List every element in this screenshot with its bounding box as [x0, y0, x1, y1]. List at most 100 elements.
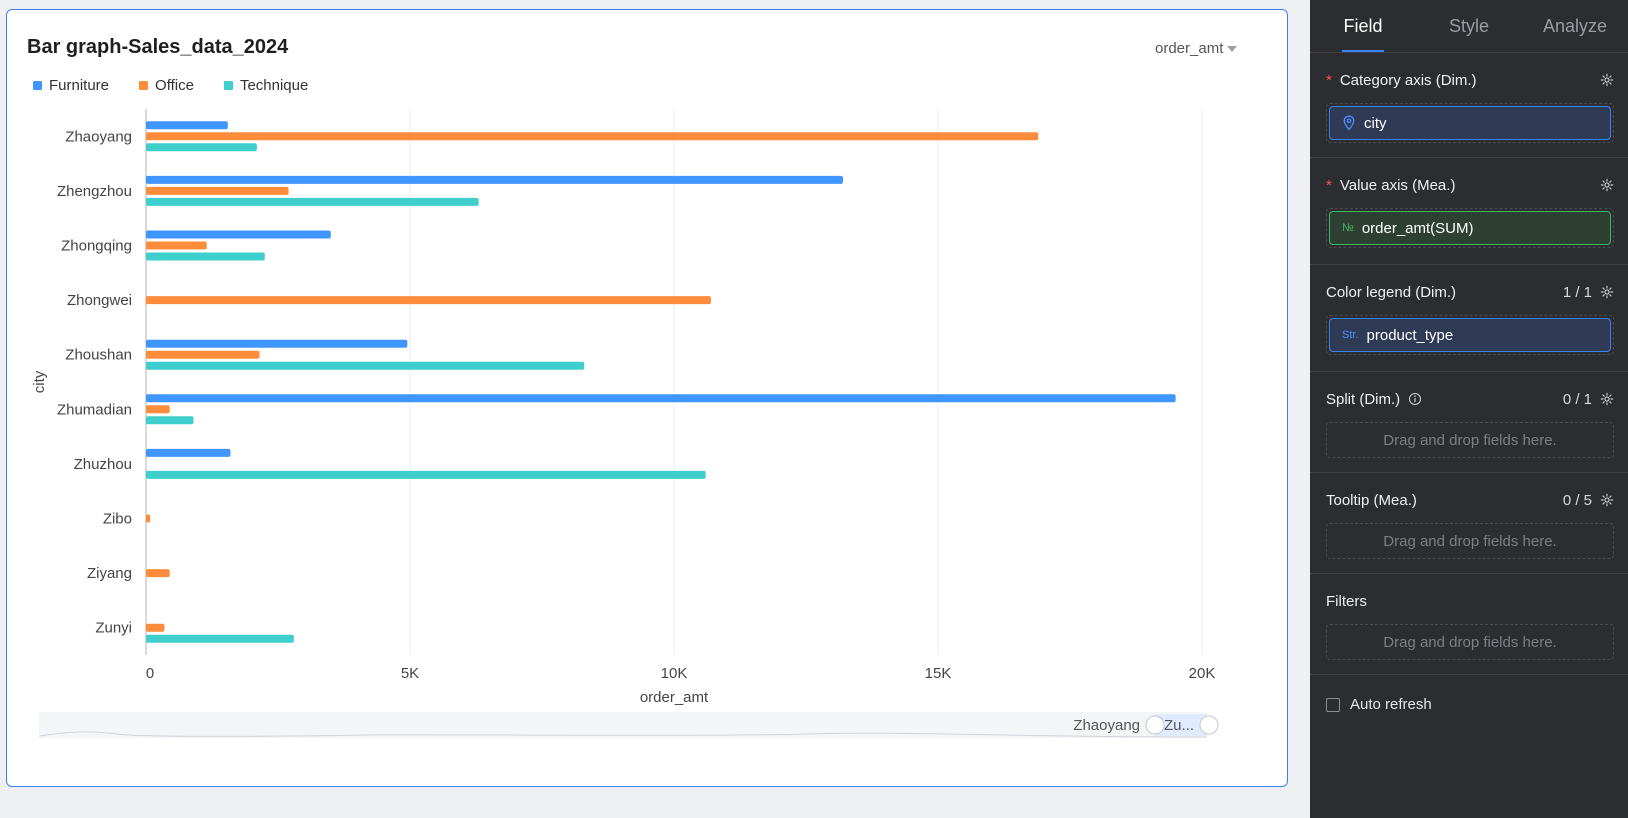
gear-icon[interactable]	[1600, 493, 1614, 507]
zoom-slider-selection[interactable]	[1155, 714, 1207, 736]
legend-item-technique[interactable]: Technique	[223, 77, 309, 94]
bar-furniture-zhaoyang[interactable]	[146, 121, 228, 130]
bar-furniture-zhengzhou[interactable]	[146, 175, 843, 184]
y-tick-label: Zhaoyang	[65, 128, 132, 145]
zoom-handle-left[interactable]	[1145, 715, 1165, 735]
x-tick-label: 0	[146, 665, 154, 682]
x-tick-label: 15K	[925, 665, 952, 682]
legend-label: Furniture	[49, 77, 110, 94]
gear-icon[interactable]	[1600, 285, 1614, 299]
bar-furniture-zhoushan[interactable]	[146, 339, 408, 348]
color-legend-title: Color legend (Dim.)	[1326, 283, 1457, 301]
filters-dropzone[interactable]: Drag and drop fields here.	[1326, 624, 1614, 660]
y-tick-label: Zibo	[103, 511, 132, 528]
field-pill-city[interactable]: city	[1329, 106, 1611, 140]
y-tick-label: Zunyi	[95, 620, 132, 637]
zoom-handle-right[interactable]	[1199, 715, 1219, 735]
string-type-icon: Str.	[1342, 329, 1359, 341]
split-section: Split (Dim.) 0 / 1 Drag and drop fields …	[1310, 372, 1628, 473]
chart-title: Bar graph-Sales_data_2024	[27, 36, 289, 58]
split-title: Split (Dim.)	[1326, 390, 1401, 408]
split-dropzone[interactable]: Drag and drop fields here.	[1326, 422, 1614, 458]
tooltip-section: Tooltip (Mea.) 0 / 5 Drag and drop field…	[1310, 473, 1628, 574]
y-tick-label: Zhoushan	[65, 347, 132, 364]
field-pill-label: order_amt(SUM)	[1361, 219, 1474, 237]
y-tick-label: Zhongqing	[61, 238, 132, 255]
legend-swatch	[223, 81, 233, 90]
auto-refresh-checkbox[interactable]	[1326, 697, 1340, 712]
auto-refresh-label: Auto refresh	[1350, 696, 1432, 713]
chart-card: Bar graph-Sales_data_2024 order_amt Furn…	[6, 9, 1288, 787]
measure-selector[interactable]: order_amt	[1155, 40, 1238, 57]
auto-refresh-toggle[interactable]: Auto refresh	[1326, 696, 1432, 713]
bar-office-zhaoyang[interactable]	[146, 132, 1039, 141]
bar-office-zhongwei[interactable]	[146, 296, 711, 305]
field-pill-label: city	[1364, 114, 1387, 132]
bar-office-zhoushan[interactable]	[146, 350, 260, 359]
category-axis-title: Category axis (Dim.)	[1339, 71, 1477, 89]
legend-label: Technique	[239, 77, 309, 94]
tooltip-count: 0 / 5	[1562, 491, 1592, 509]
tab-style[interactable]: Style	[1448, 16, 1490, 36]
required-mark: *	[1326, 176, 1332, 194]
field-pill-order-amt[interactable]: № order_amt(SUM)	[1329, 211, 1611, 245]
bar-office-zhumadian[interactable]	[146, 405, 170, 414]
bar-technique-zhengzhou[interactable]	[146, 197, 479, 206]
legend-item-furniture[interactable]: Furniture	[33, 77, 109, 94]
field-pill-product-type[interactable]: Str. product_type	[1329, 318, 1611, 352]
x-tick-label: 20K	[1189, 665, 1216, 682]
bar-technique-zhoushan[interactable]	[146, 361, 585, 370]
x-axis-title: order_amt	[640, 689, 709, 706]
y-tick-label: Zhongwei	[67, 292, 132, 309]
y-tick-label: Ziyang	[87, 565, 132, 582]
gear-icon[interactable]	[1600, 178, 1614, 192]
legend-swatch	[33, 81, 42, 90]
bar-furniture-zhongqing[interactable]	[146, 230, 331, 239]
gear-icon[interactable]	[1600, 73, 1614, 87]
bar-furniture-zhuzhou[interactable]	[146, 448, 231, 457]
bar-technique-zunyi[interactable]	[146, 634, 294, 643]
bar-office-zunyi[interactable]	[146, 623, 165, 632]
split-count: 0 / 1	[1562, 390, 1592, 408]
bar-technique-zhumadian[interactable]	[146, 416, 194, 425]
color-legend-dropzone[interactable]: Str. product_type	[1326, 315, 1614, 355]
value-axis-section: * Value axis (Mea.) № order_amt(SUM)	[1310, 158, 1628, 265]
value-axis-title: Value axis (Mea.)	[1339, 176, 1456, 194]
category-axis-dropzone[interactable]: city	[1326, 103, 1614, 143]
legend-item-office[interactable]: Office	[139, 77, 194, 94]
y-tick-label: Zhumadian	[57, 401, 132, 418]
legend-swatch	[139, 81, 149, 90]
zoom-slider-track[interactable]	[39, 712, 1207, 738]
bar-technique-zhuzhou[interactable]	[146, 470, 706, 479]
zoom-slider-preview	[38, 731, 1208, 738]
required-mark: *	[1326, 71, 1332, 89]
value-axis-dropzone[interactable]: № order_amt(SUM)	[1326, 208, 1614, 248]
tab-analyze[interactable]: Analyze	[1542, 16, 1608, 36]
bar-office-zhongqing[interactable]	[146, 241, 207, 250]
y-tick-label: Zhuzhou	[74, 456, 132, 473]
panel-tabs: Field Style Analyze	[1310, 0, 1628, 53]
tooltip-dropzone[interactable]: Drag and drop fields here.	[1326, 523, 1614, 559]
location-pin-icon	[1343, 115, 1355, 131]
gear-icon[interactable]	[1600, 392, 1614, 406]
bar-office-ziyang[interactable]	[146, 569, 170, 578]
info-icon[interactable]	[1408, 392, 1422, 406]
bar-technique-zhongqing[interactable]	[146, 252, 265, 261]
y-axis-title: city	[31, 370, 48, 393]
tooltip-title: Tooltip (Mea.)	[1326, 491, 1417, 509]
bar-furniture-zhumadian[interactable]	[146, 394, 1176, 403]
zoom-start-label: Zhaoyang	[1073, 717, 1140, 734]
field-pill-label: product_type	[1366, 326, 1454, 344]
tab-field[interactable]: Field	[1310, 0, 1416, 52]
color-legend-count: 1 / 1	[1562, 283, 1592, 301]
filters-title: Filters	[1326, 592, 1367, 610]
chart-legend: Furniture Office Technique	[33, 77, 308, 94]
bar-office-zhengzhou[interactable]	[146, 186, 289, 195]
bar-technique-zhaoyang[interactable]	[146, 143, 257, 152]
color-legend-section: Color legend (Dim.) 1 / 1 Str. product_t…	[1310, 265, 1628, 372]
bar-office-zibo[interactable]	[146, 514, 151, 523]
measure-selector-label: order_amt	[1155, 40, 1224, 57]
config-panel: Field Style Analyze * Category axis (Dim…	[1310, 0, 1628, 818]
x-tick-label: 10K	[661, 665, 688, 682]
filters-section: Filters Drag and drop fields here.	[1310, 574, 1628, 675]
